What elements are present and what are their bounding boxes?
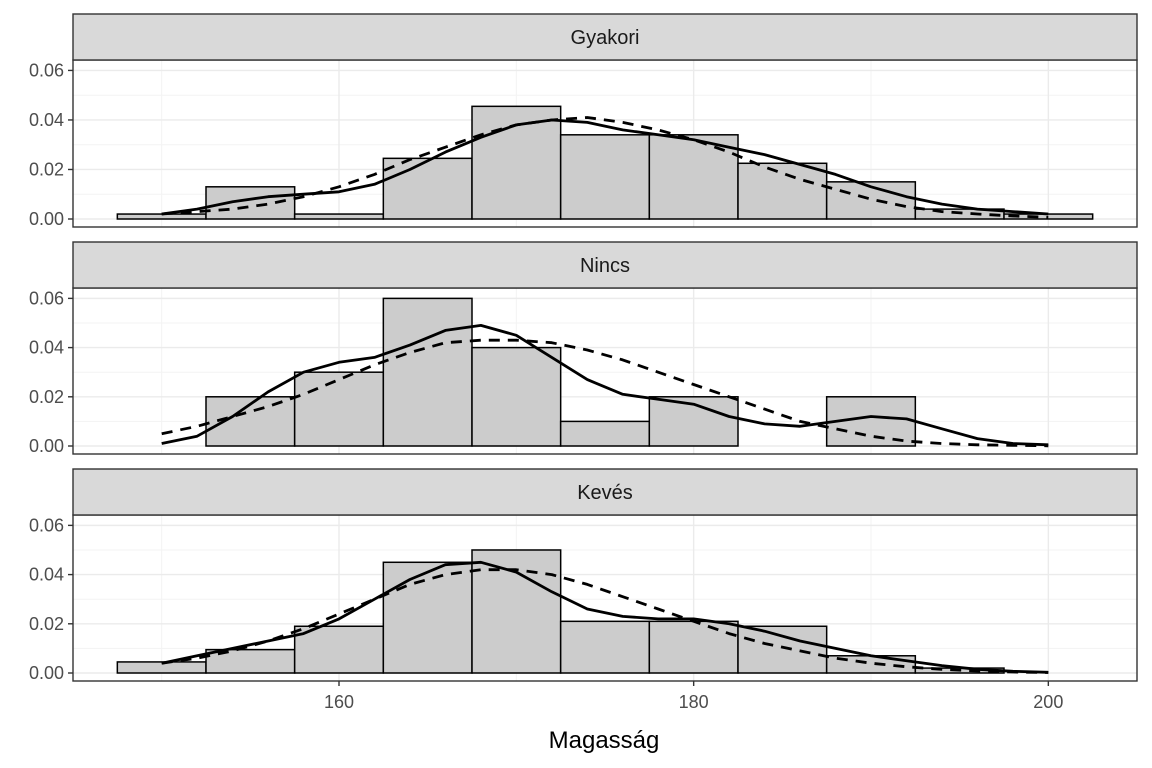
x-tick-label: 200	[1033, 692, 1063, 712]
facet-strip-label: Kevés	[577, 482, 633, 504]
histogram-bar	[382, 561, 473, 674]
facet-strip	[72, 13, 1138, 61]
facet-strip	[72, 241, 1138, 289]
facet-strip-label: Gyakori	[571, 27, 640, 49]
histogram-bar	[648, 620, 739, 674]
histogram-bar	[116, 213, 207, 220]
kernel-density-line	[161, 118, 1049, 216]
histogram-bar	[559, 420, 651, 447]
kernel-density-line	[161, 323, 1049, 447]
normal-density-line	[161, 116, 1049, 219]
normal-density-line	[161, 338, 1049, 448]
facet-strip-label: Nincs	[580, 255, 630, 277]
histogram-bar	[293, 625, 385, 674]
histogram-bar	[737, 162, 828, 220]
facet-panel-2: Kevés 0.00 0.02 0.04 0.06	[29, 468, 1138, 683]
x-tick-label: 160	[324, 692, 354, 712]
facet-strip	[72, 468, 1138, 516]
x-axis-title: Magasság	[549, 727, 660, 754]
facet-panel-0: Gyakori 0.00 0.02 0.04 0.06	[29, 13, 1138, 229]
y-tick-label: 0.02	[29, 387, 64, 407]
histogram-bar	[1003, 213, 1094, 220]
histogram-bar	[382, 157, 473, 220]
normal-density-line	[161, 568, 1049, 674]
y-tick-label: 0.06	[29, 515, 64, 535]
histogram-bar	[293, 371, 385, 447]
x-tick-label: 180	[679, 692, 709, 712]
histogram-bar	[382, 297, 473, 447]
y-tick-label: 0.00	[29, 436, 64, 456]
histogram-bar	[116, 661, 207, 674]
histogram-bar	[559, 134, 651, 220]
x-axis: 160 180 200	[324, 681, 1063, 712]
kernel-density-line	[161, 560, 1049, 674]
y-tick-label: 0.06	[29, 288, 64, 308]
histogram-bar	[205, 186, 296, 220]
histogram-bar	[559, 620, 651, 674]
y-tick-label: 0.02	[29, 159, 64, 179]
y-tick-label: 0.00	[29, 663, 64, 683]
histogram-bar	[471, 105, 562, 220]
facet-panel-1: Nincs 0.00 0.02 0.04 0.06	[29, 241, 1138, 456]
y-tick-label: 0.00	[29, 209, 64, 229]
histogram-bar	[471, 346, 562, 447]
y-tick-label: 0.02	[29, 614, 64, 634]
y-tick-label: 0.04	[29, 110, 64, 130]
y-tick-label: 0.04	[29, 338, 64, 358]
y-tick-label: 0.06	[29, 60, 64, 80]
histogram-bar	[293, 213, 385, 220]
panels-layer: Gyakori 0.00 0.02 0.04 0.06 Nincs 0.00 0.02 0.04…	[29, 13, 1138, 683]
y-tick-label: 0.04	[29, 565, 64, 585]
histogram-bar	[737, 625, 828, 674]
